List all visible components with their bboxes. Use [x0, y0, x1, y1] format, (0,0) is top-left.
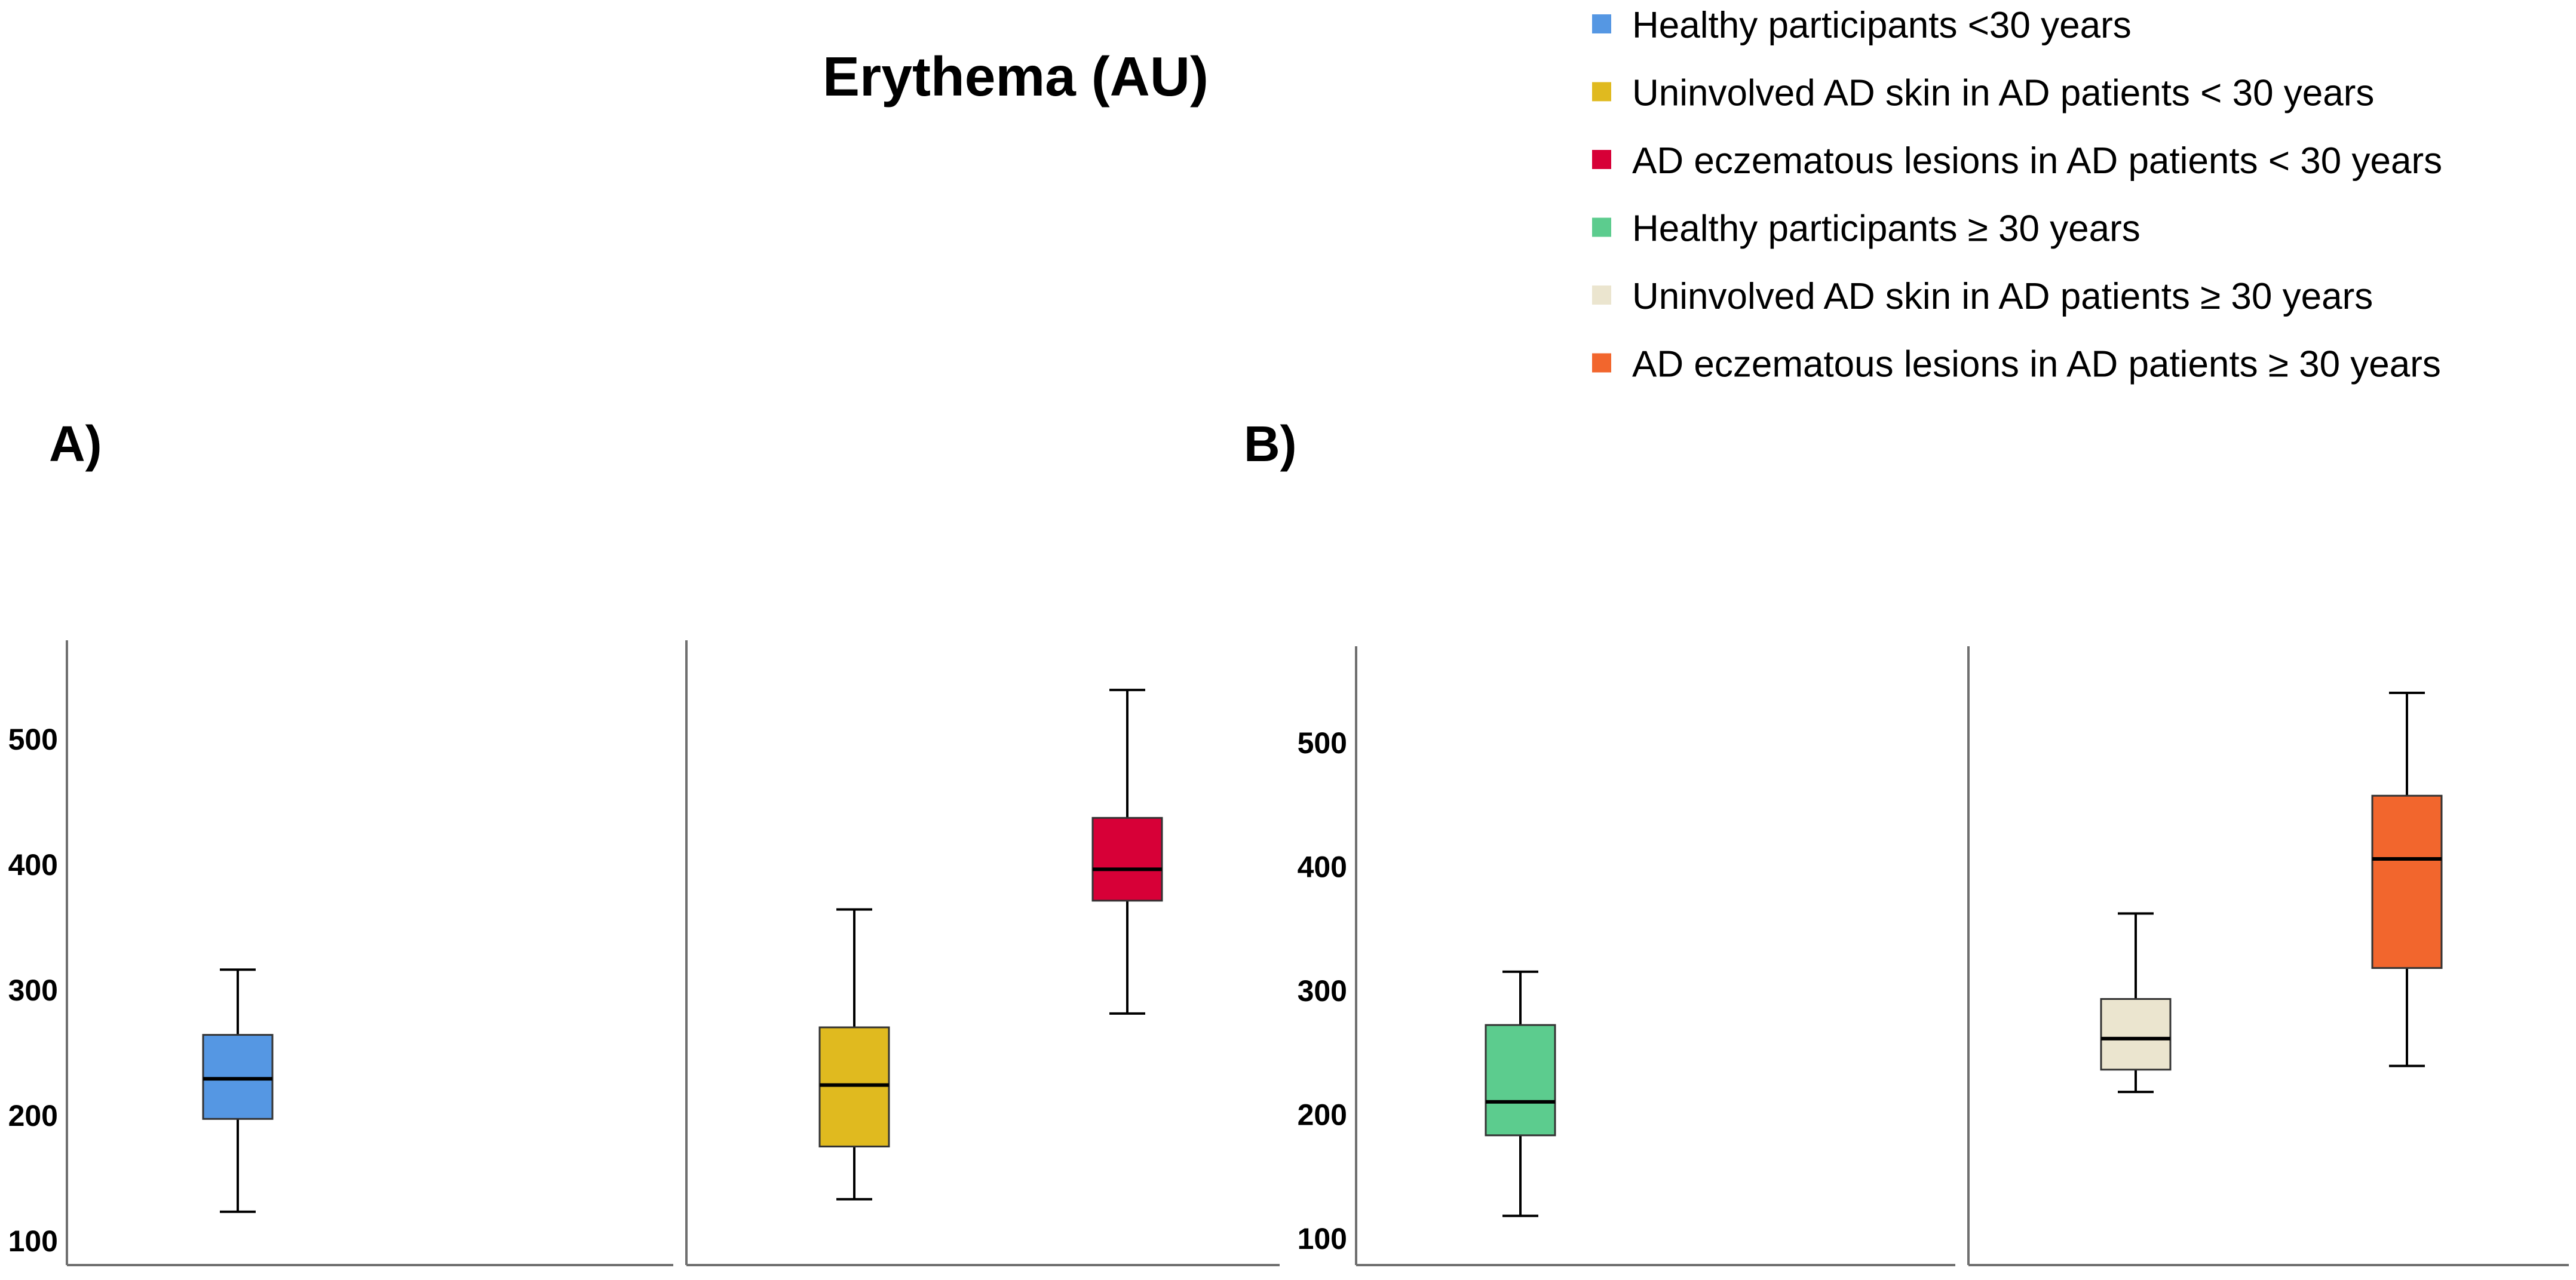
- panel-a: 100 200 300 400 500: [8, 640, 1280, 1266]
- iqr-box: [2371, 794, 2443, 969]
- box-a-1: [202, 968, 274, 1213]
- y-tick-label: 500: [1298, 726, 1347, 760]
- legend-swatch-5: [1592, 286, 1611, 305]
- box-b-3: [2371, 692, 2443, 1067]
- legend-label-6: AD eczematous lesions in AD patients ≥ 3…: [1632, 344, 2441, 385]
- y-tick-label: 400: [8, 848, 58, 882]
- legend-swatch-1: [1592, 14, 1611, 33]
- legend-swatch-6: [1592, 353, 1611, 373]
- panel-b: 100 200 300 400 500: [1298, 646, 2569, 1266]
- box-b-2: [2100, 912, 2172, 1094]
- iqr-box: [2100, 998, 2172, 1071]
- y-tick-label: 300: [1298, 974, 1347, 1008]
- panel-label-a: A): [49, 416, 102, 472]
- legend-label-5: Uninvolved AD skin in AD patients ≥ 30 y…: [1632, 276, 2373, 317]
- y-tick-label: 200: [8, 1099, 58, 1132]
- iqr-box: [818, 1026, 890, 1147]
- legend-label-1: Healthy participants <30 years: [1632, 5, 2132, 46]
- y-tick-label: 300: [8, 974, 58, 1007]
- panel-label-b: B): [1244, 416, 1297, 472]
- legend-label-2: Uninvolved AD skin in AD patients < 30 y…: [1632, 73, 2374, 114]
- y-tick-label: 100: [1298, 1222, 1347, 1256]
- box-a-2: [818, 908, 890, 1201]
- legend: Healthy participants <30 years Uninvolved…: [1592, 5, 2442, 385]
- legend-swatch-3: [1592, 150, 1611, 169]
- y-tick-label: 200: [1298, 1098, 1347, 1132]
- legend-swatch-2: [1592, 82, 1611, 102]
- box-b-1: [1485, 970, 1556, 1217]
- iqr-box: [1485, 1024, 1556, 1137]
- iqr-box: [202, 1034, 274, 1120]
- y-tick-label: 400: [1298, 851, 1347, 884]
- y-tick-label: 500: [8, 723, 58, 756]
- iqr-box: [1091, 817, 1163, 902]
- legend-label-3: AD eczematous lesions in AD patients < 3…: [1632, 140, 2442, 182]
- chart-title: Erythema (AU): [823, 45, 1209, 108]
- y-tick-label: 100: [8, 1224, 58, 1258]
- box-a-3: [1091, 689, 1163, 1015]
- legend-label-4: Healthy participants ≥ 30 years: [1632, 208, 2140, 250]
- legend-swatch-4: [1592, 217, 1611, 237]
